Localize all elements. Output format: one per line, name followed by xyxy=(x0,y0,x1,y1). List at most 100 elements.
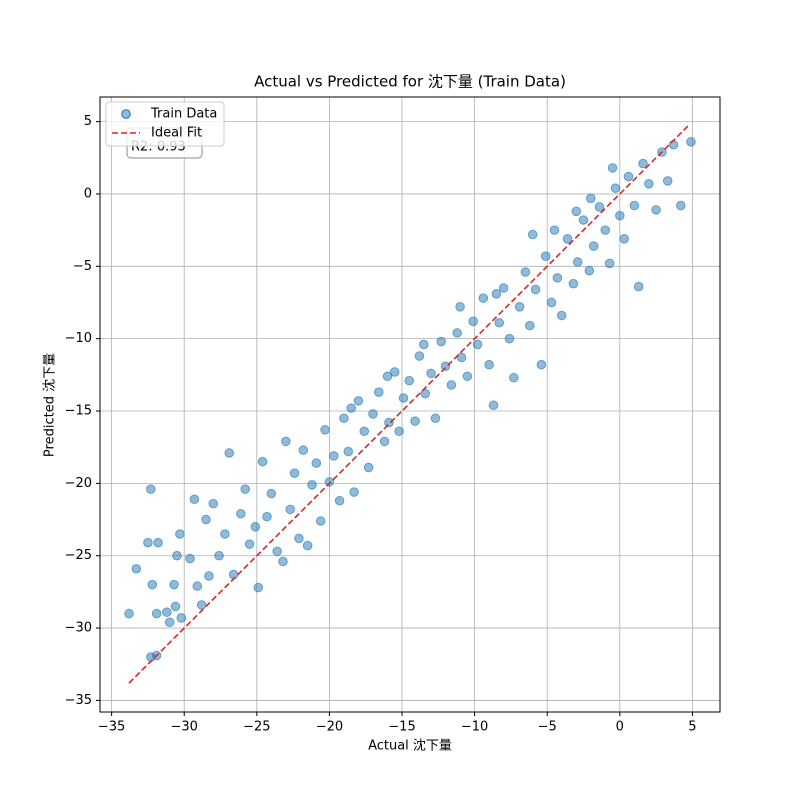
y-tick-label: −5 xyxy=(73,259,92,274)
point xyxy=(224,448,235,458)
x-tick-label: −15 xyxy=(388,720,415,735)
point xyxy=(315,516,326,526)
point xyxy=(540,251,551,261)
point xyxy=(257,456,268,467)
point xyxy=(253,582,264,593)
point xyxy=(153,537,163,548)
point xyxy=(584,265,595,276)
point xyxy=(170,601,181,612)
point xyxy=(146,484,156,494)
point xyxy=(638,158,648,169)
point xyxy=(549,225,560,235)
point xyxy=(488,400,499,411)
point xyxy=(478,293,489,303)
point xyxy=(520,267,531,277)
x-tick-label: −5 xyxy=(538,720,557,735)
point xyxy=(420,388,431,399)
point xyxy=(147,579,158,590)
point xyxy=(446,380,457,390)
point xyxy=(452,328,462,338)
point xyxy=(164,617,175,628)
point xyxy=(214,550,224,561)
point xyxy=(578,215,589,225)
point xyxy=(281,436,291,447)
point xyxy=(143,537,153,548)
point xyxy=(176,613,187,623)
point xyxy=(189,494,200,505)
point xyxy=(675,200,686,211)
point xyxy=(484,359,494,370)
legend-label: Ideal Fit xyxy=(151,126,202,141)
point xyxy=(398,393,409,403)
y-tick-label: −15 xyxy=(65,404,92,419)
point xyxy=(339,413,349,424)
point xyxy=(491,289,502,299)
point xyxy=(462,371,473,382)
point xyxy=(568,278,579,289)
point xyxy=(668,139,679,150)
point xyxy=(185,553,195,564)
point xyxy=(410,416,420,426)
point xyxy=(527,229,538,240)
point xyxy=(440,361,451,371)
point xyxy=(504,333,515,344)
point xyxy=(498,283,509,293)
point xyxy=(552,273,563,283)
point xyxy=(204,571,214,581)
point xyxy=(285,504,296,515)
point xyxy=(298,445,309,455)
chart-title: Actual vs Predicted for 沈下量 (Train Data) xyxy=(254,73,566,91)
y-axis-label: Predicted 沈下量 xyxy=(43,353,58,457)
point xyxy=(494,317,505,328)
x-tick-label: −25 xyxy=(243,720,270,735)
x-tick-label: −30 xyxy=(170,720,197,735)
point xyxy=(588,241,599,251)
point xyxy=(220,529,230,539)
y-tick-label: 0 xyxy=(84,186,92,201)
point xyxy=(349,487,359,497)
point xyxy=(389,367,400,377)
point xyxy=(623,171,634,182)
point xyxy=(404,375,415,386)
point xyxy=(328,451,339,461)
point xyxy=(546,297,557,308)
point xyxy=(562,234,573,244)
point xyxy=(629,200,640,211)
point xyxy=(594,202,605,212)
point xyxy=(662,176,673,186)
point xyxy=(201,514,211,525)
point xyxy=(302,540,313,551)
legend-label: Train Data xyxy=(150,107,217,122)
y-tick-label: −35 xyxy=(65,693,92,708)
point xyxy=(266,488,277,499)
point xyxy=(644,179,654,189)
point xyxy=(686,137,696,147)
point xyxy=(524,320,535,331)
point xyxy=(572,257,583,267)
point xyxy=(359,426,370,437)
point xyxy=(244,539,255,549)
point xyxy=(228,569,239,580)
point xyxy=(585,193,596,204)
point xyxy=(272,546,282,557)
point xyxy=(236,508,246,519)
point xyxy=(353,396,364,406)
point xyxy=(604,258,615,269)
x-tick-label: −10 xyxy=(461,720,488,735)
point xyxy=(651,205,661,215)
point xyxy=(311,458,322,468)
point xyxy=(175,529,185,539)
point xyxy=(619,234,629,244)
point xyxy=(363,462,374,473)
point xyxy=(394,426,404,437)
point xyxy=(436,336,447,347)
ideal-fit-line xyxy=(128,123,691,684)
x-tick-label: 0 xyxy=(616,720,624,735)
x-axis-label: Actual 沈下量 xyxy=(368,739,452,754)
point xyxy=(418,339,429,350)
point xyxy=(124,608,134,619)
point xyxy=(289,468,300,479)
y-tick-label: −20 xyxy=(65,476,92,491)
x-tick-label: −35 xyxy=(98,720,125,735)
point xyxy=(530,284,541,295)
